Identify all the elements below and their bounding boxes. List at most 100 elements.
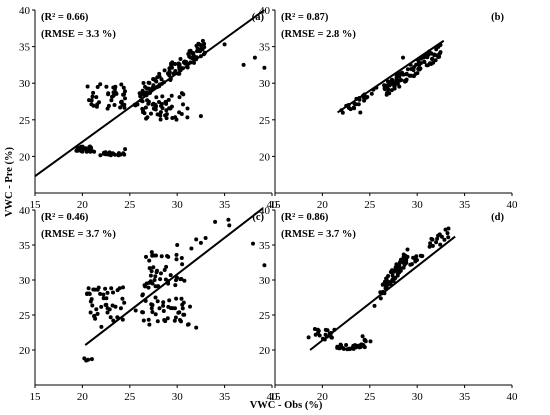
data-point [198,114,203,119]
data-point [150,85,155,90]
data-point [159,254,164,259]
data-point [167,69,172,74]
data-point [106,92,111,97]
x-tick-label: 30 [172,199,184,211]
data-point [174,278,178,283]
data-point [162,268,167,272]
data-point [143,90,148,95]
data-point [384,276,389,281]
data-point [202,41,207,46]
x-tick-label: 25 [364,391,376,403]
data-point [92,314,96,319]
data-point [120,317,125,322]
data-point [119,99,124,104]
data-point [141,110,145,115]
data-point [198,240,203,245]
x-tick-label: 35 [459,199,471,211]
data-point [151,265,156,270]
data-point [186,322,191,327]
data-point [445,231,450,236]
regression-line [337,39,445,114]
data-point [115,288,120,293]
data-point [427,244,432,249]
data-point [147,258,152,263]
data-point [140,106,145,111]
data-point [161,303,166,308]
data-point [362,345,367,350]
data-point [141,310,145,315]
data-point [99,304,104,309]
data-point [139,92,144,97]
data-point [111,290,115,295]
data-point [180,306,185,311]
data-point [262,65,267,70]
data-point [179,296,184,301]
data-point [155,299,160,304]
data-point [435,236,440,241]
data-point [122,300,127,305]
data-point [174,252,179,257]
data-point [120,102,125,107]
data-point [151,101,156,106]
data-point [175,243,180,247]
data-point [385,91,389,95]
data-point [95,311,100,316]
data-point [442,237,447,242]
data-point [179,91,184,96]
data-point [107,150,112,155]
data-point [166,304,171,309]
data-point [141,81,146,85]
data-point [104,84,109,89]
data-point [360,334,365,339]
data-point [85,84,90,89]
data-point [189,56,194,60]
data-point [88,299,93,304]
data-point [194,237,199,242]
y-tick-label: 30 [19,78,31,90]
data-point [123,89,127,94]
data-point [392,84,397,88]
data-point [150,310,155,314]
y-tick-label: 25 [259,310,271,322]
data-point [147,81,152,85]
x-tick-label: 30 [412,391,424,403]
data-point [203,236,208,240]
data-point [413,259,418,264]
data-point [213,219,218,224]
data-point [88,144,92,149]
y-tick-label: 40 [259,5,271,17]
data-point [401,55,405,60]
panel-label: (d) [491,212,504,223]
data-point [147,266,152,271]
data-point [115,315,120,320]
data-point [133,308,138,313]
data-point [90,303,95,308]
x-tick-label: 25 [364,199,376,211]
data-point [173,283,178,288]
data-point [101,292,106,297]
data-point [118,105,123,110]
data-point [430,56,435,61]
data-point [198,49,202,54]
data-point [181,312,186,317]
panel-a: 15 20 25 30 35 40 20 25 30 35 40 (R² = 0.66) (RMSE =… [19,5,278,211]
data-point [414,254,419,259]
data-point [109,98,114,103]
data-point [95,287,100,292]
data-point [422,60,427,64]
y-axis-title: VWC - Pre (%) [4,146,15,217]
data-point [88,310,93,315]
y-tick-label: 25 [259,115,271,127]
data-point [317,333,322,338]
r2-annotation: (R² = 0.66) [41,12,89,23]
data-point [121,151,126,156]
panel-label: (c) [252,212,264,223]
data-point [98,82,103,87]
data-point [358,110,363,115]
data-point [168,273,173,278]
data-point [186,52,191,56]
data-point [154,253,158,258]
data-point [390,278,395,283]
data-point [363,338,368,343]
regression-line [309,235,456,351]
